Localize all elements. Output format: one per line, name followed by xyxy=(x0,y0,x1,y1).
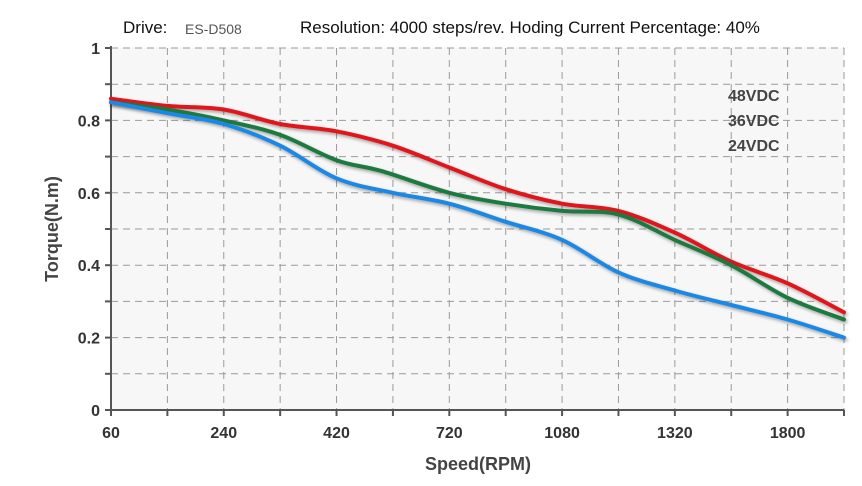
x-tick-label: 1800 xyxy=(770,425,806,442)
drive-label: Drive: xyxy=(123,18,168,37)
series-line-36vdc xyxy=(109,100,846,322)
x-tick-labels: 60 240 420 720 1080 1320 1800 xyxy=(102,425,805,442)
y-tick-label: 0.8 xyxy=(78,113,100,130)
legend-label-24vdc: 24VDC xyxy=(728,138,780,155)
y-tick-label: 0.4 xyxy=(78,258,100,275)
y-tick-label: 1 xyxy=(91,41,100,58)
x-tick-label: 1080 xyxy=(544,425,580,442)
y-tick-label: 0.6 xyxy=(78,186,100,203)
legend-label-36vdc: 36VDC xyxy=(728,113,780,130)
y-tick-label: 0.2 xyxy=(78,331,100,348)
y-axis-title: Torque(N.m) xyxy=(42,176,62,282)
chart-header: Drive: ES-D508 Resolution: 4000 steps/re… xyxy=(0,18,862,42)
x-tick-label: 60 xyxy=(102,425,120,442)
x-tick-label: 240 xyxy=(210,425,237,442)
series-line-48vdc xyxy=(109,96,846,315)
x-axis-title: Speed(RPM) xyxy=(425,454,531,474)
series-lines xyxy=(109,96,846,340)
y-tick-labels: 0 0.2 0.4 0.6 0.8 1 xyxy=(78,41,100,420)
legend-label-48vdc: 48VDC xyxy=(728,88,780,105)
drive-value: ES-D508 xyxy=(185,21,242,37)
series-line-24vdc xyxy=(109,100,846,340)
x-tick-label: 1320 xyxy=(657,425,693,442)
grid xyxy=(111,47,845,410)
x-tick-label: 420 xyxy=(323,425,350,442)
axes xyxy=(105,46,845,416)
legend: 48VDC 36VDC 24VDC xyxy=(696,88,780,155)
y-tick-label: 0 xyxy=(91,403,100,420)
x-tick-label: 720 xyxy=(436,425,463,442)
resolution-and-current-text: Resolution: 4000 steps/rev. Hoding Curre… xyxy=(300,18,760,37)
